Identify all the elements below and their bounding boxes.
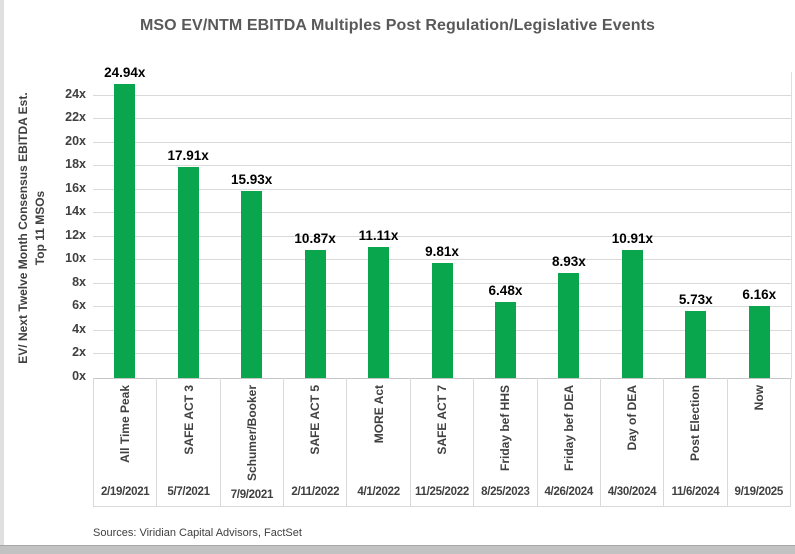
category-cell: Post Election 11/6/2024 [663,378,726,506]
gridline [93,259,791,261]
bar-value-label: 10.91x [611,230,653,246]
bar-value-label: 24.94x [104,65,146,81]
category-cell: All Time Peak 2/19/2021 [93,378,156,506]
category-cell: Day of DEA 4/30/2024 [599,378,663,506]
category-date-label: 4/26/2024 [544,486,593,498]
category-cell: MORE Act 4/1/2022 [346,378,409,506]
bar-5 [368,247,390,378]
category-date-label: 9/19/2025 [734,486,784,498]
gridline [93,235,791,237]
bar-4 [304,250,326,378]
bar-10 [685,310,707,378]
gridline [93,94,791,96]
category-cell: SAFE ACT 7 11/25/2022 [409,378,473,506]
category-date-label: 8/25/2023 [481,486,530,498]
bar-9 [621,249,643,378]
category-cell: Now 9/19/2025 [726,378,791,506]
bar-value-label: 8.93x [552,253,586,269]
y-axis-tick-label: 2x [72,345,86,360]
plot-area: 24.94x 17.91x 15.93x 10.87x 11.11x 9.81x 6.48x… [93,65,792,379]
y-axis-tick-label: 4x [72,321,86,336]
category-cell: Friday bef DEA 4/26/2024 [536,378,600,506]
category-label: Friday bef DEA [561,385,576,472]
category-date-label: 4/30/2024 [607,486,657,498]
y-axis-tick-label: 18x [65,157,86,172]
category-label: SAFE ACT 7 [434,385,449,455]
window-left-edge [0,0,4,554]
bar-1 [114,84,136,378]
y-axis-tick-label: 16x [65,180,86,195]
y-axis-tick-label: 24x [65,86,86,101]
category-cell: SAFE ACT 3 5/7/2021 [156,378,219,506]
bar-value-label: 10.87x [294,231,336,247]
category-label: Day of DEA [625,385,640,451]
category-date-label: 11/25/2022 [415,486,469,498]
y-axis-tick-label: 22x [65,110,86,125]
category-date-label: 4/1/2022 [357,486,400,498]
bar-3 [241,190,263,378]
y-axis-tick-label: 8x [72,274,86,289]
chart-title: MSO EV/NTM EBITDA Multiples Post Regulat… [139,17,655,34]
gridline [93,165,791,167]
category-date-label: 7/9/2021 [230,489,274,502]
category-date-label: 5/7/2021 [167,486,210,498]
y-axis-tick-label: 10x [65,251,86,266]
y-axis-tick-label: 0x [72,369,86,383]
y-axis-tick-label: 14x [65,204,86,219]
bar-value-label: 6.16x [742,286,777,302]
bar-value-label: 17.91x [167,148,209,164]
category-cell: SAFE ACT 5 2/11/2022 [283,378,346,506]
bar-8 [558,272,580,378]
category-label: All Time Peak [118,385,133,463]
category-cell: Friday bef HHS 8/25/2023 [473,378,536,506]
category-label: SAFE ACT 5 [308,385,323,455]
category-label: MORE Act [371,385,386,444]
y-axis-tick-label: 20x [65,133,86,148]
category-date-label: 2/11/2022 [291,486,340,498]
category-label: Friday bef HHS [498,385,513,472]
bar-2 [177,167,199,378]
gridline [93,212,791,214]
category-label: Post Election [688,385,703,462]
category-label: Now [751,385,766,411]
bar-value-label: 5.73x [678,291,713,307]
sources-note: Sources: Viridian Capital Advisors, Fact… [93,527,302,539]
category-date-label: 11/6/2024 [671,486,720,498]
bar-value-label: 9.81x [425,243,459,259]
category-label: Schumer/Booker [244,385,259,482]
category-cell: Schumer/Booker 7/9/2021 [219,378,283,506]
bar-value-label: 15.93x [230,171,273,187]
y-axis-tick-label: 6x [72,298,86,313]
bar-value-label: 6.48x [488,282,523,298]
gridline [93,141,791,143]
category-label: SAFE ACT 3 [181,385,196,455]
gridline [93,118,791,120]
bar-6 [431,262,453,378]
x-axis-category-table: All Time Peak 2/19/2021 SAFE ACT 3 5/7/2021… [93,378,791,507]
window-bottom-edge [0,545,795,554]
bar-value-label: 11.11x [358,228,399,244]
y-axis-tick-label: 12x [65,227,86,242]
gridline [93,188,791,190]
bar-7 [494,301,516,378]
category-date-label: 2/19/2021 [100,486,150,498]
bar-11 [748,305,770,378]
y-axis-title-line1: EV/ Next Twelve Month Consensus EBITDA E… [16,92,30,364]
